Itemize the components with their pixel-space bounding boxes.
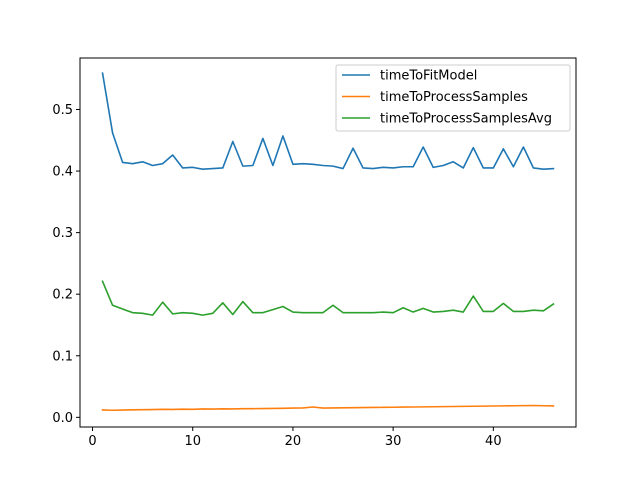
y-axis: 0.0 0.1 0.2 0.3 0.4 0.5 [52,103,80,426]
series-line-timeToProcessSamplesAvg [101,280,555,316]
y-tick-label: 0.4 [52,165,73,180]
legend: timeToFitModel timeToProcessSamples timeTo… [335,64,571,132]
legend-label-timeToProcessSamples: timeToProcessSamples [380,90,528,105]
y-tick-label: 0.2 [52,288,73,303]
legend-box [335,64,571,132]
x-tick-label: 40 [485,434,502,449]
x-axis: 0 10 20 30 40 [88,427,502,449]
legend-label-timeToFitModel: timeToFitModel [380,69,477,84]
series-line-timeToFitModel [101,72,555,170]
x-tick-label: 20 [285,434,302,449]
x-tick-label: 10 [184,434,201,449]
y-tick-label: 0.0 [52,411,73,426]
x-tick-label: 30 [385,434,402,449]
x-tick-label: 0 [88,434,96,449]
legend-label-timeToProcessSamplesAvg: timeToProcessSamplesAvg [380,112,552,127]
y-tick-label: 0.1 [52,349,73,364]
y-tick-label: 0.3 [52,226,73,241]
series-layer [101,72,555,412]
plot-frame [79,57,577,428]
series-line-timeToProcessSamples [101,404,555,412]
legend-entries: timeToFitModel timeToProcessSamples timeTo… [342,69,552,127]
y-tick-label: 0.5 [52,103,73,118]
